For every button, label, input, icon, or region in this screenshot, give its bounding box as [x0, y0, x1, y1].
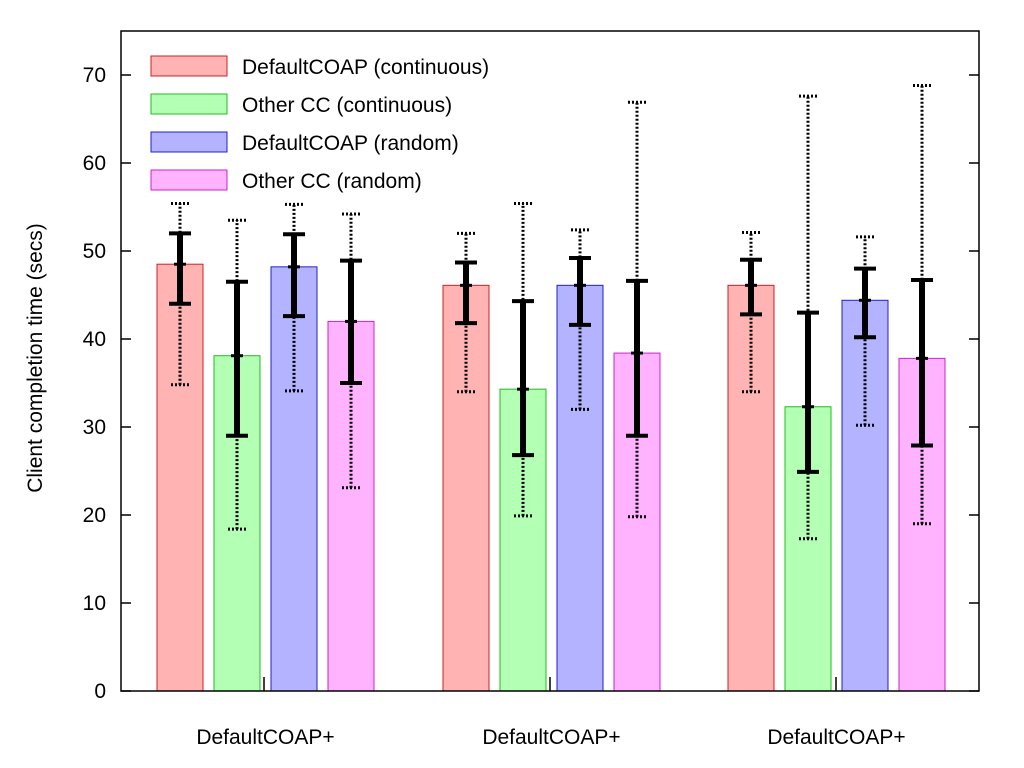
error-bar-series3-cat2	[569, 228, 591, 411]
legend-label-series3: DefaultCOAP (random)	[242, 132, 459, 155]
y-tick-label: 60	[83, 152, 106, 175]
bar-series3-cat2	[556, 284, 604, 692]
error-bar-series2-cat1	[226, 218, 248, 531]
error-bar-series2-cat3	[797, 94, 819, 541]
y-tick-label: 40	[83, 328, 106, 351]
y-tick-label: 50	[83, 240, 106, 263]
x-category-label: DefaultCOAP+	[196, 726, 334, 749]
bar-series1-cat2	[442, 284, 490, 692]
legend: DefaultCOAP (continuous) Other CC (contin…	[150, 55, 489, 193]
y-tick-label: 20	[83, 504, 106, 527]
y-tick-label: 10	[83, 592, 106, 615]
error-bar-series3-cat3	[854, 235, 876, 427]
y-tick-label: 0	[94, 680, 106, 703]
legend-label-series1: DefaultCOAP (continuous)	[242, 56, 489, 79]
legend-swatch-series4	[150, 169, 228, 191]
x-category-label: DefaultCOAP+	[482, 726, 620, 749]
y-axis-title: Client completion time (secs)	[24, 223, 47, 493]
error-bar-series3-cat1	[283, 202, 305, 393]
legend-label-series4: Other CC (random)	[242, 170, 422, 193]
error-bars-layer	[169, 84, 933, 541]
y-tick-label: 70	[83, 64, 106, 87]
x-category-label: DefaultCOAP+	[767, 726, 905, 749]
legend-label-series2: Other CC (continuous)	[242, 94, 452, 117]
error-bar-series1-cat2	[455, 231, 477, 394]
y-tick-label: 30	[83, 416, 106, 439]
error-bar-series4-cat2	[626, 100, 648, 519]
x-axis-categories: DefaultCOAP+ DefaultCOAP+ DefaultCOAP+	[196, 677, 906, 749]
legend-swatch-series1	[150, 55, 228, 77]
error-bar-series2-cat2	[512, 201, 534, 518]
error-bar-series1-cat3	[740, 231, 762, 394]
y-axis-ticks: 0 10 20 30 40 50 60 70	[83, 64, 979, 703]
error-bar-series1-cat1	[169, 201, 191, 387]
bars-layer	[156, 263, 946, 692]
bar-series3-cat3	[841, 299, 889, 692]
legend-swatch-series2	[150, 93, 228, 115]
legend-swatch-series3	[150, 131, 228, 153]
error-bar-series4-cat3	[911, 84, 933, 526]
error-bar-series4-cat1	[340, 212, 362, 490]
